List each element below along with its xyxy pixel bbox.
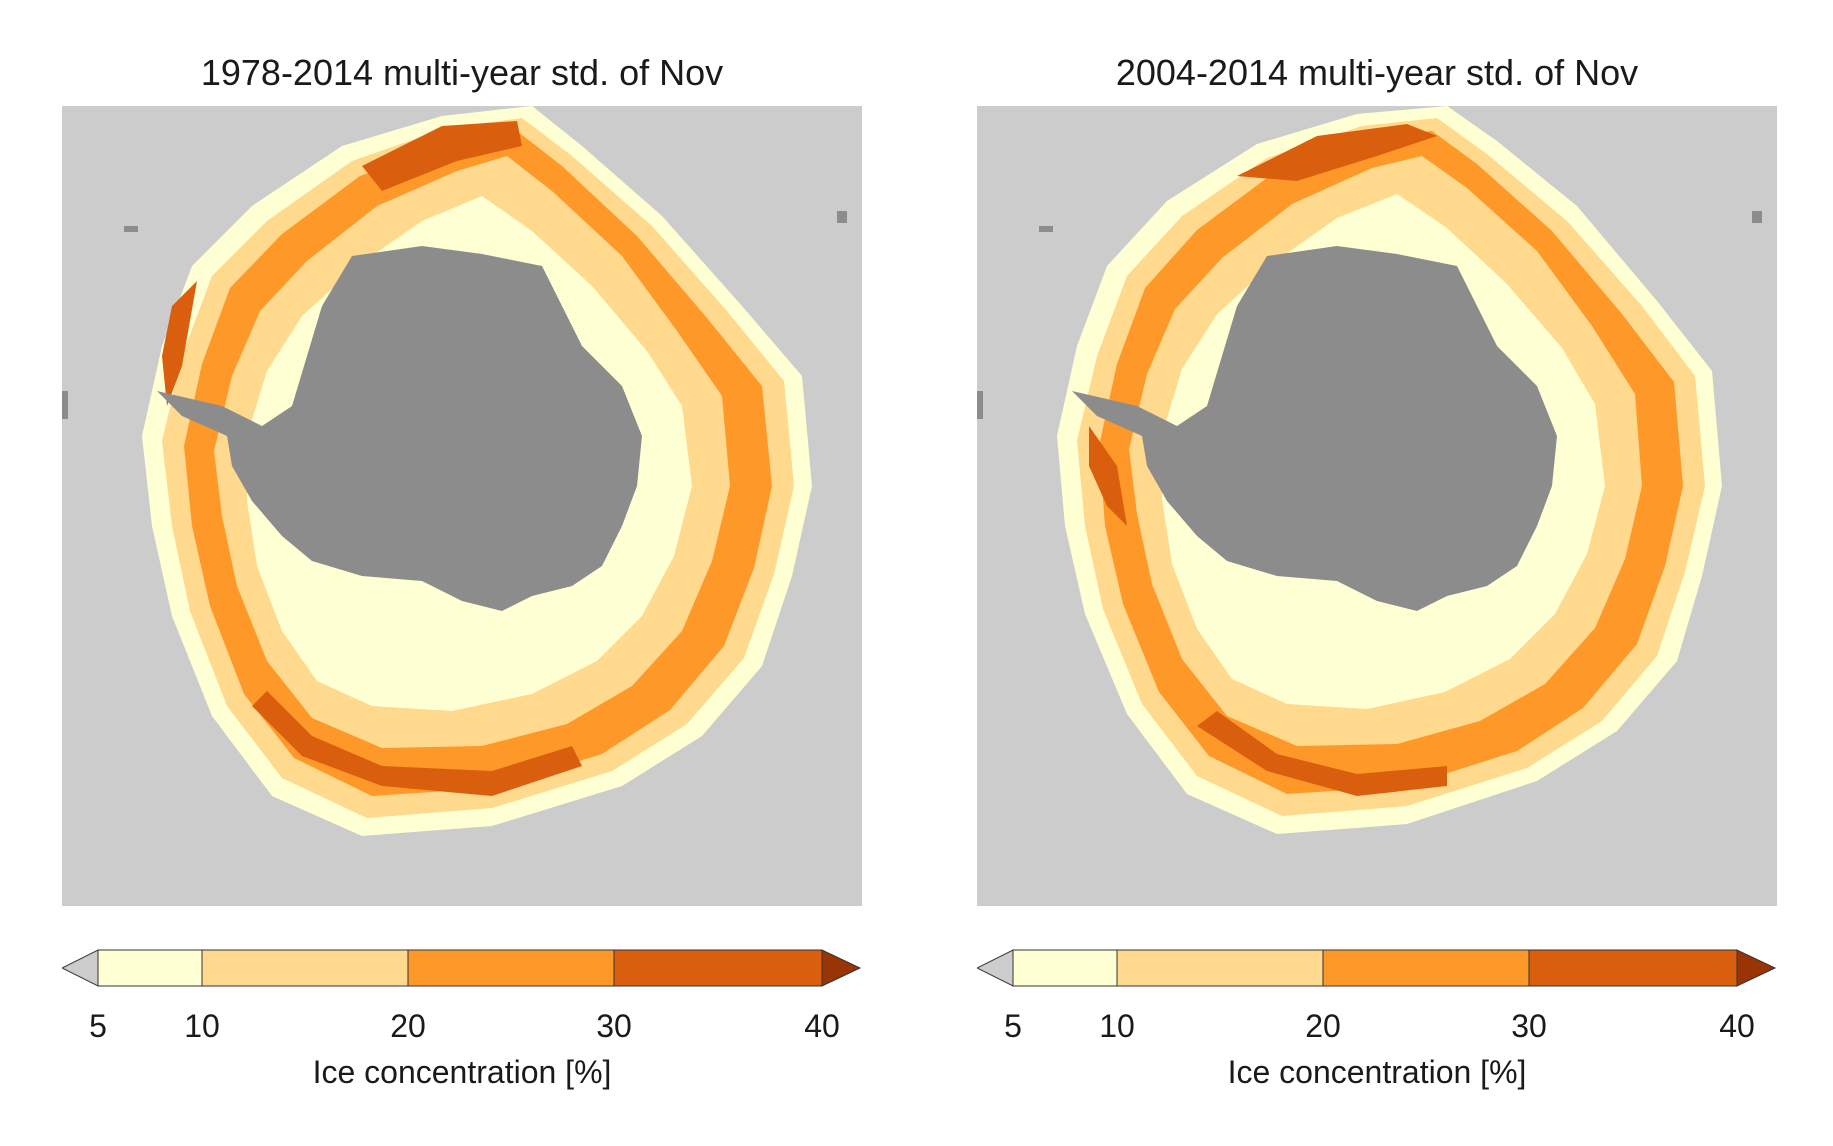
map-panel-2004-2014: 2004-2014 multi-year std. of Nov 5 10 20… bbox=[977, 0, 1777, 1146]
colorbar-tick: 40 bbox=[1719, 1008, 1755, 1044]
colorbar-under-triangle bbox=[977, 949, 1014, 987]
island bbox=[1752, 211, 1762, 223]
colorbar-over-triangle bbox=[821, 949, 862, 987]
colorbar-bin-30-40 bbox=[613, 949, 823, 987]
colorbar-label: Ice concentration [%] bbox=[1227, 1054, 1527, 1090]
band-30-40-arc-top bbox=[362, 121, 522, 191]
map-panel-1978-2014: 1978-2014 multi-year std. of Nov 5 10 20… bbox=[62, 0, 862, 1146]
band-30-40-arc-left bbox=[162, 281, 197, 406]
colorbar-bin-5-10 bbox=[97, 949, 203, 987]
island bbox=[124, 226, 138, 232]
colorbar-bin-10-20 bbox=[1116, 949, 1324, 987]
colorbar-bin-20-30 bbox=[1322, 949, 1530, 987]
panel-title: 2004-2014 multi-year std. of Nov bbox=[1115, 52, 1639, 93]
colorbar-bin-10-20 bbox=[201, 949, 409, 987]
sea-ice-std-map bbox=[62, 106, 862, 906]
antarctica-land bbox=[1072, 246, 1557, 611]
colorbar bbox=[977, 949, 1777, 987]
colorbar-tick: 5 bbox=[1004, 1008, 1022, 1044]
band-30-40-arc-left bbox=[1089, 426, 1127, 526]
band-30-40-arc-top bbox=[1237, 124, 1437, 181]
sea-ice-std-map bbox=[977, 106, 1777, 906]
colorbar-bin-30-40 bbox=[1528, 949, 1738, 987]
island bbox=[977, 391, 983, 419]
colorbar bbox=[62, 949, 862, 987]
colorbar-bin-20-30 bbox=[407, 949, 615, 987]
island bbox=[1039, 226, 1053, 232]
colorbar-tick: 10 bbox=[184, 1008, 220, 1044]
colorbar-tick: 10 bbox=[1099, 1008, 1135, 1044]
antarctica-land bbox=[157, 246, 642, 611]
colorbar-label: Ice concentration [%] bbox=[312, 1054, 612, 1090]
band-30-40-arc-bottom bbox=[252, 691, 582, 796]
colorbar-bin-5-10 bbox=[1012, 949, 1118, 987]
colorbar-tick: 40 bbox=[804, 1008, 840, 1044]
colorbar-tick: 30 bbox=[596, 1008, 632, 1044]
colorbar-over-triangle bbox=[1736, 949, 1777, 987]
colorbar-tick: 5 bbox=[89, 1008, 107, 1044]
colorbar-tick: 20 bbox=[390, 1008, 426, 1044]
band-30-40-arc-bottom bbox=[1197, 711, 1447, 796]
colorbar-tick: 30 bbox=[1511, 1008, 1547, 1044]
island bbox=[62, 391, 68, 419]
panel-title: 1978-2014 multi-year std. of Nov bbox=[200, 52, 724, 93]
colorbar-under-triangle bbox=[62, 949, 99, 987]
colorbar-tick: 20 bbox=[1305, 1008, 1341, 1044]
island bbox=[837, 211, 847, 223]
